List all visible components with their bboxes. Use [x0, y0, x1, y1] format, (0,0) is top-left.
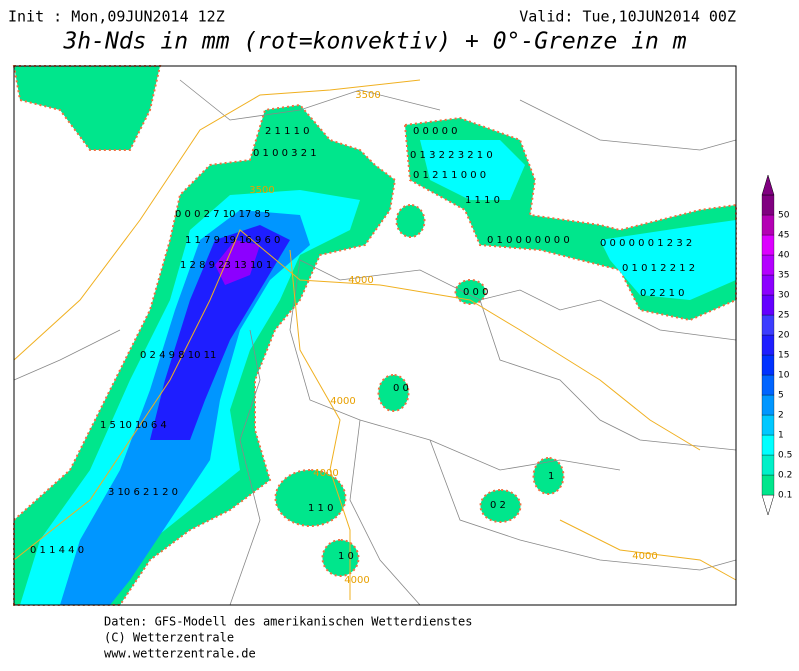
isoline-label: 3500	[355, 90, 380, 101]
precip-value-label: 2 1 1 1 0	[265, 126, 310, 137]
legend-swatch	[761, 334, 775, 356]
legend-upper-arrow	[761, 174, 775, 196]
footer-line: Daten: GFS-Modell des amerikanischen Wet…	[104, 615, 472, 629]
legend-swatch	[761, 394, 775, 416]
country-borders	[13, 79, 737, 606]
precip-value-label: 0 2 2 1 0	[640, 288, 685, 299]
precip-value-label: 0 1 0 0 3 2 1	[253, 148, 317, 159]
isoline-label: 4000	[348, 275, 373, 286]
precip-value-label: 0 1 0 0 0 0 0 0 0	[487, 235, 570, 246]
precip-value-label: 0 2	[490, 500, 506, 511]
isoline-label: 4000	[632, 551, 657, 562]
legend-swatch	[761, 214, 775, 236]
legend-label: 50	[778, 211, 790, 221]
precip-value-label: 0 1 1 4 4 0	[30, 545, 84, 556]
precip-value-label: 0 1 3 2 2 3 2 1 0	[410, 150, 493, 161]
legend-label: 1	[778, 431, 784, 441]
legend-label: 0.2	[778, 471, 792, 481]
map-title: 3h-Nds in mm (rot=konvektiv) + 0°-Grenze…	[62, 29, 686, 55]
legend-swatch	[761, 254, 775, 276]
map-frame	[13, 65, 737, 606]
legend-swatch	[761, 374, 775, 396]
valid-time: Valid: Tue,10JUN2014 00Z	[519, 8, 736, 26]
legend-swatch	[761, 454, 775, 476]
legend-label: 15	[778, 351, 789, 361]
precip-value-label: 0 0 0 0 0 0 1 2 3 2	[600, 238, 692, 249]
legend-swatch	[761, 414, 775, 436]
precip-area	[12, 65, 162, 151]
precip-value-label: 1 2 8 9 23 13 10 1	[180, 260, 272, 271]
legend-label: 10	[778, 371, 790, 381]
isoline-label: 3500	[249, 185, 274, 196]
precip-value-label: 0 1 0 1 2 2 1 2	[622, 263, 695, 274]
footer-line: (C) Wetterzentrale	[104, 631, 234, 645]
precip-value-label: 1 0	[338, 551, 354, 562]
legend-label: 25	[778, 311, 789, 321]
legend-label: 5	[778, 391, 784, 401]
legend-label: 35	[778, 271, 789, 281]
precip-value-label: 1 1 1 0	[465, 195, 500, 206]
precip-area	[420, 140, 736, 300]
precip-value-label: 0 0	[393, 383, 409, 394]
init-time: Init : Mon,09JUN2014 12Z	[8, 8, 225, 26]
precip-area	[274, 204, 565, 577]
precip-area	[150, 225, 290, 440]
precip-value-label: 1 5 10 10 6 4	[100, 420, 167, 431]
isoline-label: 4000	[344, 575, 369, 586]
legend-label: 40	[778, 251, 790, 261]
legend-swatch	[761, 314, 775, 336]
precip-value-label: 3 10 6 2 1 2 0	[108, 487, 178, 498]
precip-value-label: 1 1 0	[308, 503, 333, 514]
legend-swatch	[761, 194, 775, 216]
precip-value-label: 0 1 2 1 1 0 0 0	[413, 170, 486, 181]
legend-swatch	[761, 274, 775, 296]
legend-label: 20	[778, 331, 790, 341]
map-area	[12, 65, 737, 606]
legend-swatch	[761, 434, 775, 456]
precip-value-label: 1 1 7 9 19 16 9 6 0	[185, 235, 280, 246]
precip-value-label: 0 0 0 0 0	[413, 126, 458, 137]
isoline-label: 4000	[330, 396, 355, 407]
legend-label: 0.5	[778, 451, 792, 461]
legend-swatch	[761, 234, 775, 256]
legend-label: 30	[778, 291, 790, 301]
legend-swatch	[761, 354, 775, 376]
legend-swatch	[761, 294, 775, 316]
precip-value-label: 0 2 4 9 8 10 11	[140, 350, 216, 361]
precip-area	[215, 240, 260, 285]
legend-label: 0.1	[778, 491, 792, 501]
legend-label: 45	[778, 231, 789, 241]
precip-value-label: 1	[548, 471, 554, 482]
isoline-label: 4000	[313, 468, 338, 479]
freezing-level-isoline	[13, 79, 737, 600]
precip-value-label: 0 0 0	[463, 287, 488, 298]
precip-value-label: 0 0 0 2 7 10 17 8 5	[175, 209, 270, 220]
footer-line: www.wetterzentrale.de	[104, 647, 256, 661]
legend-lower-arrow	[761, 494, 775, 516]
legend-swatch	[761, 474, 775, 496]
legend-label: 2	[778, 411, 784, 421]
